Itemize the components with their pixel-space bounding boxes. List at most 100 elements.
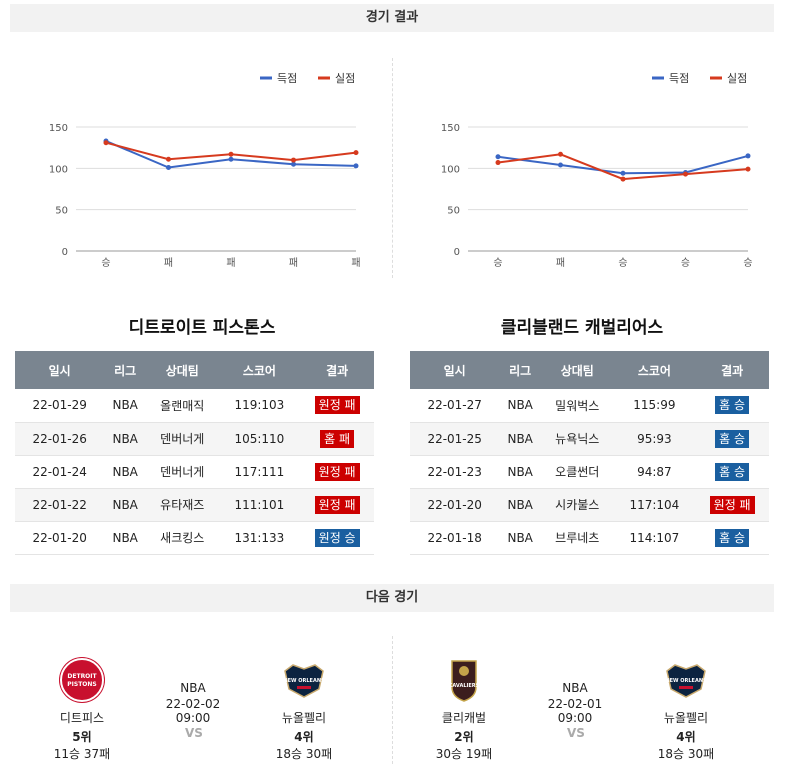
cell-opponent: 덴버너게 [146,455,219,489]
data-point [495,154,501,160]
team-rank: 4위 [294,730,314,744]
result-badge: 홈 승 [715,462,750,481]
cell-result: 홈 승 [695,455,769,489]
data-point [166,165,171,171]
team-name: 뉴올펠리 [281,711,327,725]
team-name: 클리캐벌 [441,711,487,725]
cavaliers-logo: CAVALIERS [441,657,487,703]
result-badge: 홈 승 [715,429,750,448]
col-league: 리그 [499,351,542,389]
result-badge: 홈 패 [320,429,355,448]
result-badge: 원정 패 [709,495,755,514]
table-row: 22-01-25 NBA 뉴욕닉스 95:93 홈 승 [410,422,769,456]
cell-score: 105:110 [218,422,301,456]
cell-score: 95:93 [613,422,696,456]
cell-result: 원정 승 [300,521,374,555]
data-point [353,150,359,156]
x-tick-label: 승 [743,257,752,269]
legend-label-scored: 득점 [277,72,297,85]
x-tick-label: 승 [618,257,627,269]
next-game-1-home[interactable]: DETROIT PISTONS 디트피스 5위 11승 37패 [40,657,124,762]
cell-score: 117:104 [613,488,696,522]
cell-league: NBA [104,455,147,489]
y-tick-label: 50 [55,206,68,217]
cell-opponent: 유타재즈 [146,488,219,522]
cell-date: 22-01-27 [410,389,500,423]
pelicans-logo: NEW ORLEANS [663,657,709,703]
table-row: 22-01-29 NBA 올랜매직 119:103 원정 패 [15,389,374,423]
cell-date: 22-01-22 [15,488,105,522]
data-point [745,153,751,159]
data-point [228,151,234,157]
svg-text:PISTONS: PISTONS [67,681,97,688]
chart-detroit: 0 50 100 150 승 패 패 패 패 득점 실점 [10,60,380,280]
data-point [683,171,688,177]
table-row: 22-01-23 NBA 오클썬더 94:87 홈 승 [410,455,769,489]
x-tick-label: 승 [493,257,502,269]
svg-text:NEW ORLEANS: NEW ORLEANS [283,678,325,684]
y-tick-label: 100 [441,164,460,175]
pelicans-logo: NEW ORLEANS [281,657,327,703]
data-point [558,151,563,157]
cell-result: 홈 패 [300,422,374,456]
cell-score: 131:133 [218,521,301,555]
cell-league: NBA [499,389,542,423]
y-tick-label: 150 [441,123,460,134]
cell-date: 22-01-20 [15,521,105,555]
legend-label-scored: 득점 [669,72,689,85]
cell-result: 원정 패 [300,488,374,522]
cell-league: NBA [104,521,147,555]
cell-date: 22-01-20 [410,488,500,522]
results-table-detroit: 일시 리그 상대팀 스코어 결과 22-01-29 NBA 올랜매직 119:103 원… [15,351,374,555]
data-point [291,161,296,167]
table-header-row: 일시 리그 상대팀 스코어 결과 [15,351,374,389]
team-rank: 4위 [676,730,696,744]
legend-label-conceded: 실점 [727,72,747,85]
y-tick-label: 50 [447,206,460,217]
table-row: 22-01-24 NBA 덴버너게 117:111 원정 패 [15,455,374,489]
team-name: 뉴올펠리 [663,711,709,725]
cell-opponent: 올랜매직 [146,389,219,423]
x-tick-label: 패 [164,257,173,269]
cell-opponent: 시카불스 [541,488,614,522]
col-opponent: 상대팀 [541,351,614,389]
team-rank: 5위 [72,730,92,744]
cell-league: NBA [499,422,542,456]
col-date: 일시 [15,351,105,389]
x-tick-label: 패 [226,257,235,269]
x-tick-label: 패 [289,257,298,269]
x-tick-label: 승 [101,257,110,269]
next-game-2-away[interactable]: NEW ORLEANS 뉴올펠리 4위 18승 30패 [644,657,728,762]
col-opponent: 상대팀 [146,351,219,389]
detroit-pistons-logo: DETROIT PISTONS [59,657,105,703]
cell-date: 22-01-29 [15,389,105,423]
svg-text:CAVALIERS: CAVALIERS [449,683,480,689]
table-row: 22-01-20 NBA 시카불스 117:104 원정 패 [410,488,769,522]
vs-label: VS [567,726,585,740]
result-badge: 홈 승 [715,528,750,547]
cell-opponent: 새크킹스 [146,521,219,555]
cell-opponent: 오클썬더 [541,455,614,489]
cell-league: NBA [104,422,147,456]
cell-date: 22-01-24 [15,455,105,489]
next-game-2-home[interactable]: CAVALIERS 클리캐벌 2위 30승 19패 [422,657,506,762]
legend-label-conceded: 실점 [335,72,355,85]
next-game-1-away[interactable]: NEW ORLEANS 뉴올펠리 4위 18승 30패 [262,657,346,762]
cell-date: 22-01-26 [15,422,105,456]
table-row: 22-01-18 NBA 브루네츠 114:107 홈 승 [410,521,769,555]
team-record: 18승 30패 [275,747,333,761]
svg-text:DETROIT: DETROIT [67,673,97,680]
team-record: 18승 30패 [657,747,715,761]
results-table-cleveland: 일시 리그 상대팀 스코어 결과 22-01-27 NBA 밀워벅스 115:99 홈 … [410,351,769,555]
cell-result: 원정 패 [300,455,374,489]
data-point [228,156,234,162]
col-score: 스코어 [613,351,696,389]
results-divider [392,58,393,278]
cell-league: NBA [499,455,542,489]
game-datetime: 22-02-02 09:00 [165,697,221,725]
next-game-2-info: NBA 22-02-01 09:00 [530,681,620,725]
result-badge: 원정 패 [314,462,360,481]
cell-score: 117:111 [218,455,301,489]
cell-opponent: 덴버너게 [146,422,219,456]
team-record: 11승 37패 [53,747,111,761]
